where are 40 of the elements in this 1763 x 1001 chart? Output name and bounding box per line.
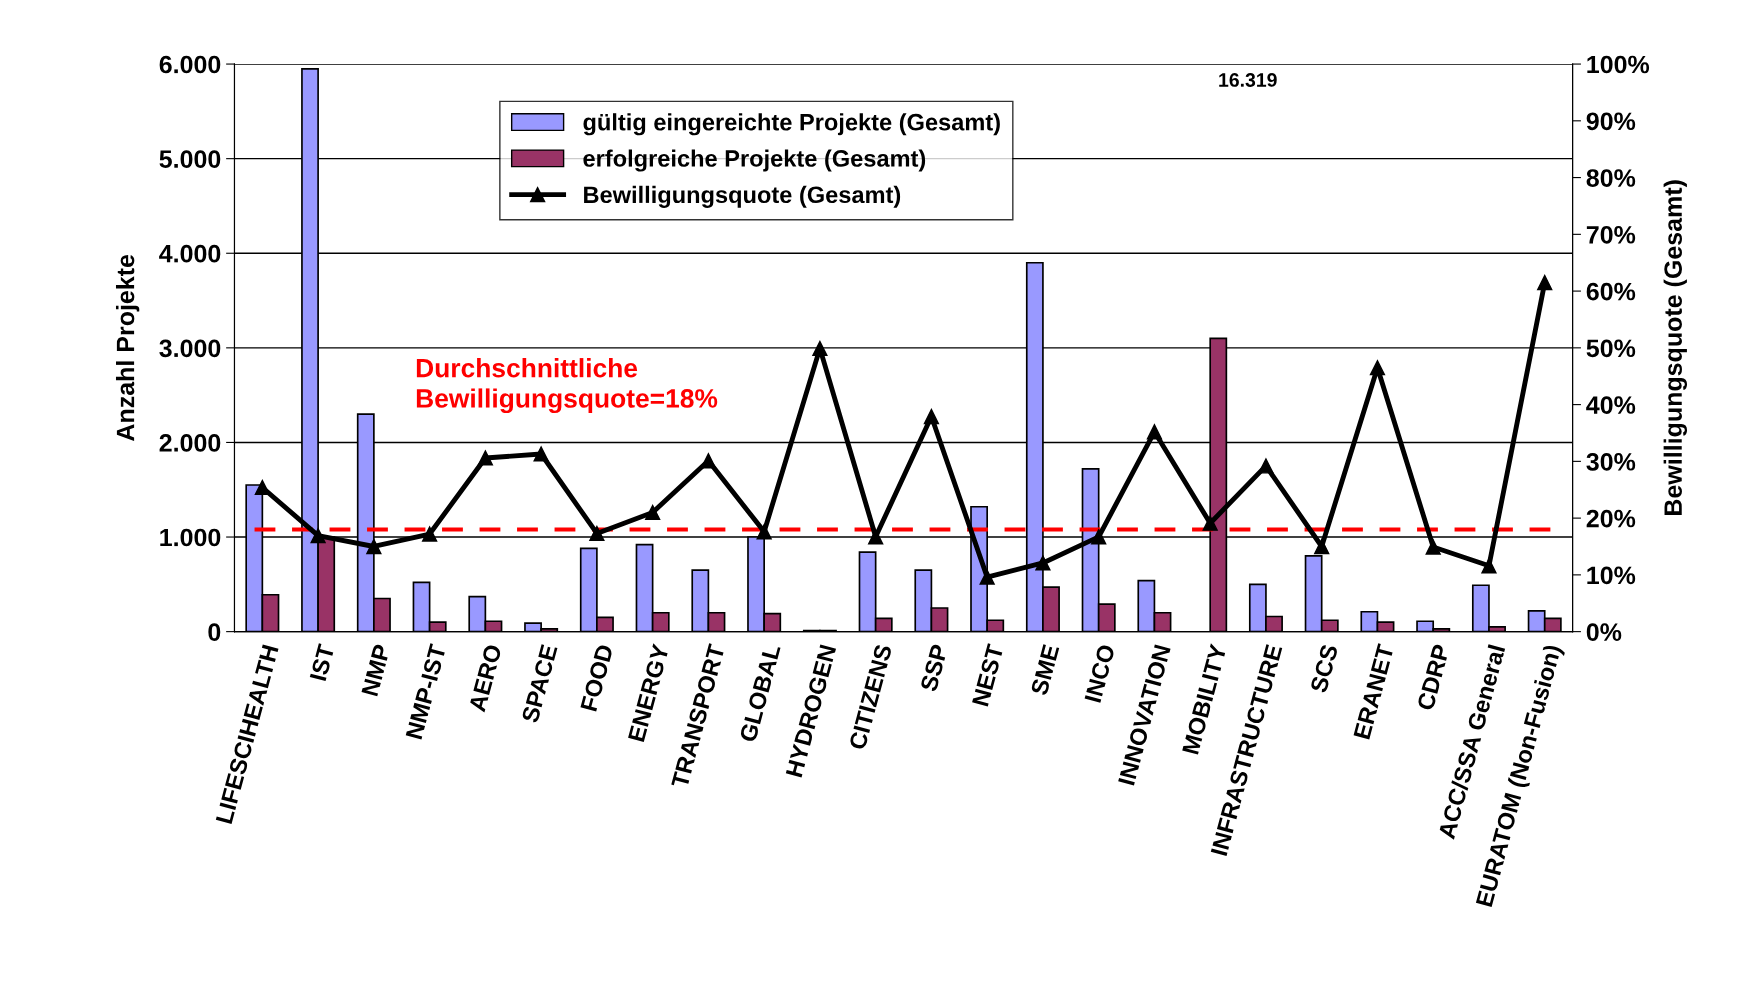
y2-tick-label: 30%	[1586, 452, 1636, 471]
x-tick-label: NEST	[971, 643, 1004, 707]
x-tick-label: NMP-IST	[405, 643, 447, 740]
y2-tick-label: 20%	[1586, 509, 1636, 528]
y2-axis-title: Bewilligungsquote (Gesamt)	[1663, 180, 1688, 515]
y2-tick-label: 100%	[1587, 55, 1650, 74]
y2-tick-label: 40%	[1586, 396, 1636, 414]
x-tick-label: ENERGY	[627, 643, 670, 743]
legend-label: erfolgreiche Projekte (Gesamt)	[583, 149, 926, 172]
x-tick-label: IST	[309, 643, 335, 682]
y-tick-label: 3.000	[159, 339, 221, 358]
x-tick-label: ERANET	[1353, 643, 1394, 740]
y2-tick-label: 90%	[1586, 112, 1636, 131]
annotation: 16.319	[1219, 73, 1277, 87]
ref-line-label: Durchschnittliche Bewilligungsquote=18%	[416, 358, 718, 414]
y2-tick-label: 0%	[1586, 623, 1622, 641]
y-tick-label: 6.000	[159, 55, 221, 74]
x-tick-label: AERO	[468, 643, 502, 713]
y-tick-label: 4.000	[159, 244, 221, 263]
y-tick-label: 1.000	[160, 528, 221, 547]
y2-tick-label: 10%	[1587, 566, 1636, 585]
x-tick-label: NMP	[361, 643, 391, 697]
x-tick-label: SPACE	[521, 643, 558, 724]
x-tick-label: SME	[1030, 643, 1060, 696]
y2-tick-label: 70%	[1586, 225, 1636, 244]
y-tick-label: 2.000	[159, 434, 221, 452]
x-tick-label: INCO	[1084, 643, 1116, 703]
y2-tick-label: 50%	[1586, 339, 1636, 358]
x-tick-label: GLOBAL	[739, 643, 781, 743]
legend-label: Bewilligungsquote (Gesamt)	[584, 185, 901, 208]
x-tick-label: CDRP	[1416, 643, 1450, 711]
y2-tick-label: 60%	[1586, 282, 1636, 301]
y-tick-label: 5.000	[159, 150, 221, 168]
y-tick-label: 0	[208, 623, 221, 641]
x-tick-label: SCS	[1309, 643, 1339, 694]
y-axis-title: Anzahl Projekte	[115, 254, 140, 441]
x-tick-label: SSP	[919, 643, 948, 693]
legend-label: gültig eingereichte Projekte (Gesamt)	[583, 113, 1000, 136]
y2-tick-label: 80%	[1586, 169, 1636, 187]
x-tick-label: FOOD	[580, 643, 614, 712]
